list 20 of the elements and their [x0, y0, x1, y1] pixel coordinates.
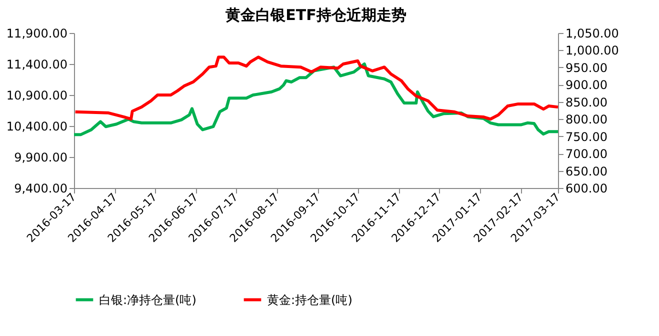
y-tick-label: 11,400.00: [6, 58, 68, 72]
y-tick-label: 11,900.00: [6, 26, 68, 40]
y2-tick-label: 600.00: [566, 182, 608, 196]
chart-title: 黄金白银ETF持仓近期走势: [224, 6, 406, 24]
y2-tick-label: 900.00: [566, 78, 608, 92]
y2-tick-label: 650.00: [566, 164, 608, 178]
y2-tick-label: 1,050.00: [566, 26, 619, 40]
y2-tick-label: 750.00: [566, 130, 608, 144]
line-series: [74, 56, 560, 121]
y-tick-label: 10,900.00: [6, 88, 68, 102]
y-tick-label: 10,400.00: [6, 120, 68, 134]
y2-tick-label: 950.00: [566, 60, 608, 75]
y2-tick-label: 800.00: [566, 112, 608, 127]
y-tick-label: 9,900.00: [14, 150, 68, 164]
legend-label: 黄金:持仓量(吨): [267, 292, 352, 307]
legend-label: 白银:净持仓量(吨): [99, 292, 196, 307]
y2-tick-label: 850.00: [566, 95, 608, 110]
y2-tick-label: 1,000.00: [566, 44, 619, 58]
y2-tick-label: 700.00: [566, 147, 608, 162]
y-tick-label: 9,400.00: [14, 182, 68, 196]
